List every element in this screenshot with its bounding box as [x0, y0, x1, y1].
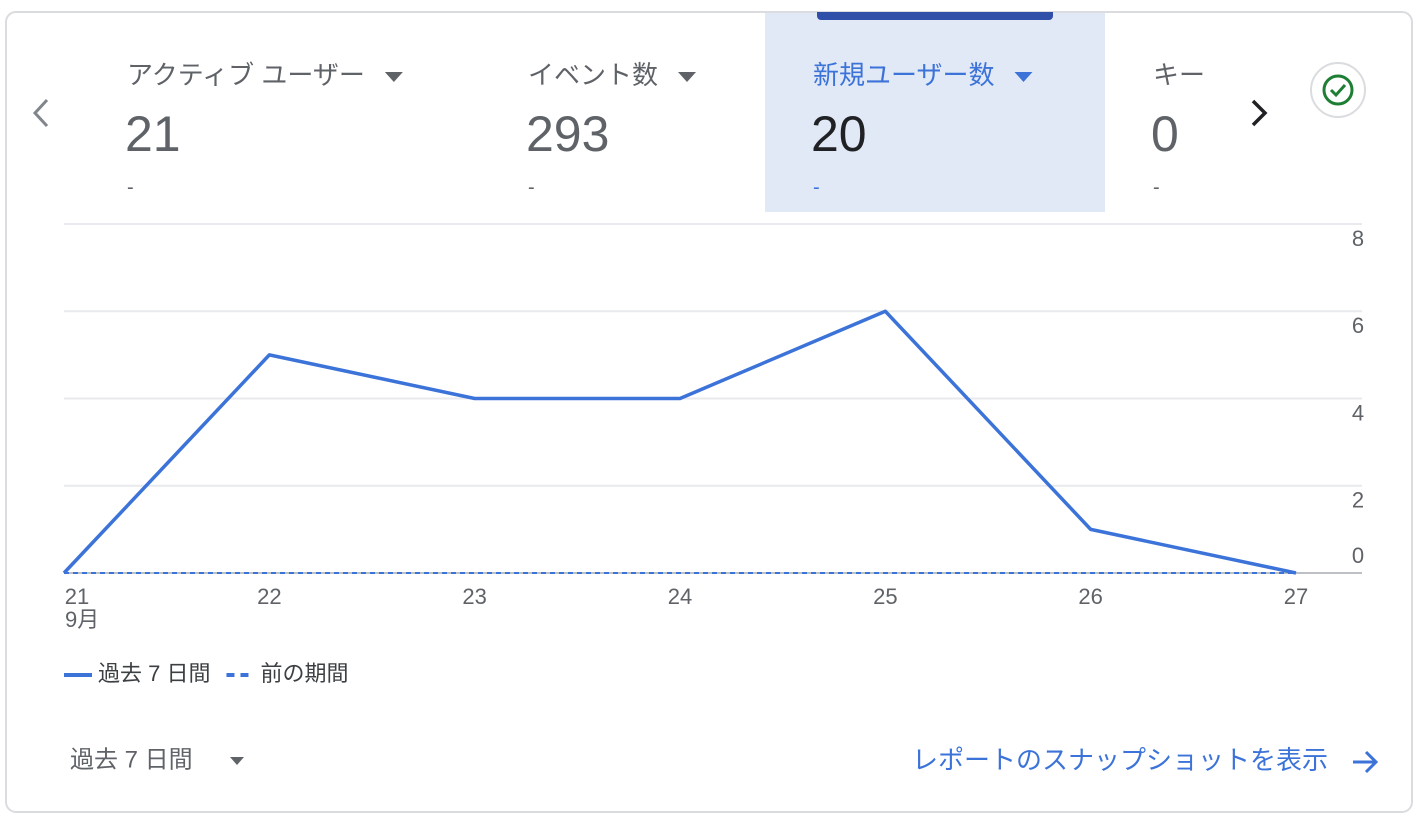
tab-value: 21 — [125, 106, 181, 162]
tab-change: - — [1153, 176, 1160, 198]
metric-tab[interactable]: アクティブ ユーザー 21 - — [125, 60, 403, 198]
metric-tab[interactable]: イベント数 293 - — [526, 60, 697, 198]
y-tick-label: 0 — [1352, 543, 1364, 568]
check-circle — [1310, 62, 1366, 118]
tab-change: - — [127, 176, 134, 198]
x-tick-label: 22 — [257, 584, 281, 609]
tab-change: - — [813, 176, 820, 198]
tab-title: イベント数 — [528, 60, 658, 90]
tab-dropdown-icon — [678, 72, 697, 82]
y-tick-label: 6 — [1352, 313, 1364, 338]
check-ring — [1322, 74, 1354, 106]
metric-tab[interactable]: キー 0 - — [1151, 60, 1205, 198]
x-month-label: 9月 — [65, 607, 99, 632]
selected-tab-indicator — [817, 12, 1053, 20]
tab-value: 293 — [526, 106, 609, 162]
legend-label: 前の期間 — [260, 661, 348, 686]
snapshot-link[interactable]: レポートのスナップショットを表示 — [912, 745, 1328, 775]
tab-change: - — [528, 176, 535, 198]
metric-tab[interactable]: 新規ユーザー数 20 - — [811, 60, 1033, 198]
x-tick-label: 27 — [1284, 584, 1308, 609]
next-arrow[interactable] — [1251, 99, 1268, 127]
tab-title: キー — [1153, 60, 1205, 90]
legend-label: 過去 7 日間 — [98, 661, 210, 686]
x-tick-label: 26 — [1078, 584, 1102, 609]
selected-tab-bg — [765, 13, 1105, 212]
x-tick-label: 21 — [65, 584, 89, 609]
tab-title: アクティブ ユーザー — [127, 60, 365, 90]
period-select[interactable]: 過去 7 日間 — [70, 746, 193, 773]
x-tick-label: 23 — [462, 584, 486, 609]
check-mark — [1329, 83, 1347, 98]
tabs: アクティブ ユーザー 21 - イベント数 293 - 新規ユーザー数 20 - キー 0 - — [125, 60, 1205, 198]
check-button[interactable] — [1310, 62, 1366, 118]
tab-dropdown-icon — [1014, 72, 1033, 82]
y-tick-label: 8 — [1352, 226, 1364, 251]
period-dropdown-icon[interactable] — [230, 757, 244, 765]
tab-title: 新規ユーザー数 — [813, 60, 994, 90]
x-tick-label: 24 — [668, 584, 692, 609]
link-arrow[interactable] — [1353, 750, 1379, 774]
tab-value: 20 — [811, 106, 867, 162]
x-tick-label: 25 — [873, 584, 897, 609]
prev-arrow[interactable] — [32, 98, 49, 128]
series-line — [62, 309, 1297, 575]
y-tick-label: 4 — [1352, 400, 1364, 425]
y-tick-label: 2 — [1352, 488, 1364, 513]
tab-value: 0 — [1151, 106, 1179, 162]
tab-dropdown-icon — [384, 72, 403, 82]
